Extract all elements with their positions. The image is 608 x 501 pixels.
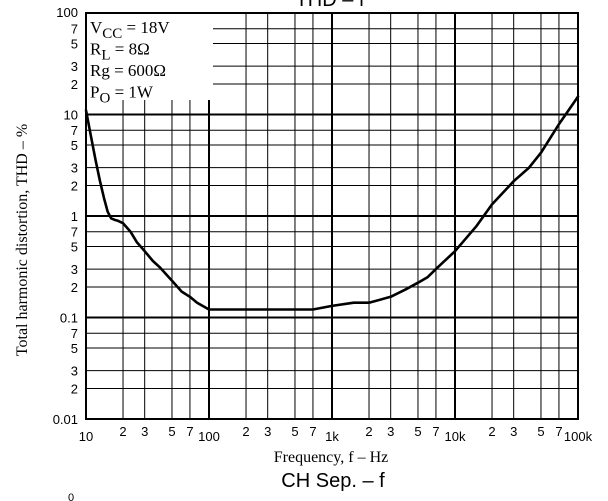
y-tick-label: 3 (71, 161, 78, 176)
y-axis-label: Total harmonic distortion, THD – % (14, 124, 31, 356)
y-tick-label: 3 (71, 59, 78, 74)
y-tick-label: 2 (71, 77, 78, 92)
chart-title: THD – f (296, 0, 365, 11)
y-tick-label: 7 (71, 22, 78, 37)
condition-1: RL = 8Ω (90, 40, 150, 64)
y-tick-label: 5 (71, 240, 78, 255)
y-tick-label: 2 (71, 280, 78, 295)
y-tick-label: 3 (71, 364, 78, 379)
y-tick-label: 5 (71, 138, 78, 153)
x-tick-label: 2 (488, 424, 495, 439)
y-tick-label: 5 (71, 341, 78, 356)
x-tick-label: 5 (414, 424, 421, 439)
plot-border (85, 12, 579, 420)
x-tick-label: 10 (79, 429, 93, 444)
y-tick-label: 3 (71, 262, 78, 277)
thd-curve (84, 95, 580, 311)
x-axis-label: Frequency, f – Hz (274, 449, 388, 466)
plot-frame (85, 12, 579, 420)
x-tick-label: 100 (198, 429, 220, 444)
x-tick-label: 3 (264, 424, 271, 439)
next-chart-y-tick: 0 (68, 492, 74, 501)
x-tick-label: 3 (387, 424, 394, 439)
y-tick-label: 0.01 (53, 412, 78, 427)
x-tick-label: 3 (141, 424, 148, 439)
x-tick-label: 1k (325, 429, 339, 444)
y-tick-label: 10 (64, 108, 78, 123)
x-tick-label: 7 (432, 424, 439, 439)
y-tick-label: 100 (56, 5, 78, 20)
x-tick-label: 10k (445, 429, 466, 444)
condition-3: PO = 1W (90, 83, 154, 107)
next-chart-title: CH Sep. – f (281, 470, 385, 492)
x-tick-label: 5 (168, 424, 175, 439)
thd-series-line (84, 95, 580, 311)
y-tick-label: 2 (71, 178, 78, 193)
y-tick-label: 7 (71, 123, 78, 138)
x-tick-label: 100k (564, 429, 593, 444)
y-tick-label: 7 (71, 225, 78, 240)
x-tick-label: 2 (365, 424, 372, 439)
y-tick-label: 5 (71, 37, 78, 52)
condition-2: Rg = 600Ω (90, 61, 166, 80)
y-tick-label: 2 (71, 381, 78, 396)
y-tick-label: 1 (71, 209, 78, 224)
x-tick-label: 5 (291, 424, 298, 439)
x-tick-label: 5 (537, 424, 544, 439)
x-tick-label: 7 (309, 424, 316, 439)
y-tick-label: 7 (71, 326, 78, 341)
y-tick-label: 0.1 (60, 311, 78, 326)
x-tick-label: 3 (510, 424, 517, 439)
x-tick-label: 2 (242, 424, 249, 439)
conditions-background (87, 14, 213, 100)
x-tick-label: 7 (555, 424, 562, 439)
x-tick-label: 7 (186, 424, 193, 439)
condition-0: VCC = 18V (90, 18, 170, 42)
x-tick-label: 2 (119, 424, 126, 439)
